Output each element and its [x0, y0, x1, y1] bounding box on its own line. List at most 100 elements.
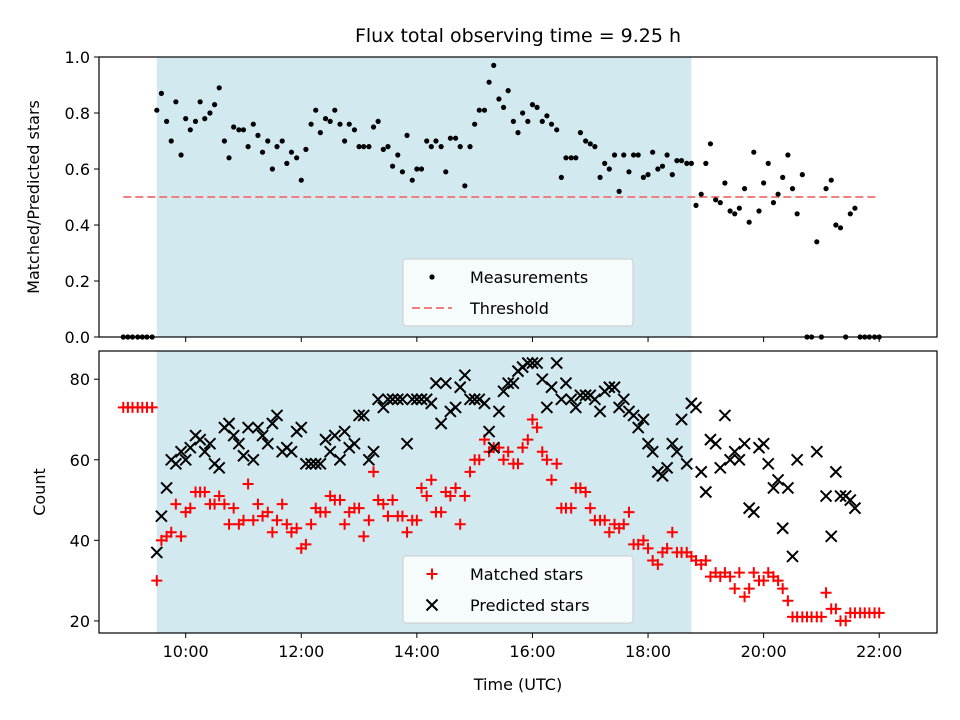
- matched-star-point: [213, 490, 225, 502]
- measurement-point: [510, 118, 516, 124]
- predicted-star-point: [728, 445, 741, 458]
- predicted-star-point: [694, 465, 708, 479]
- predicted-star-point: [323, 445, 337, 458]
- predicted-star-point: [781, 481, 795, 495]
- matched-star-point: [815, 611, 827, 623]
- top-panel: 0.0 0.2 0.4 0.6 0.8 1.0 Flux total observing …: [24, 25, 938, 347]
- measurement-point: [520, 110, 526, 116]
- measurement-point: [640, 174, 647, 180]
- matched-star-point: [175, 530, 187, 542]
- measurement-point: [202, 116, 208, 122]
- matched-star-point: [473, 454, 485, 466]
- predicted-star-point: [540, 401, 554, 414]
- predicted-star-point: [530, 356, 544, 370]
- y-tick-label: 60: [70, 451, 90, 470]
- top-title: Flux total observing time = 9.25 h: [355, 25, 681, 47]
- measurement-point: [645, 172, 651, 178]
- matched-star-point: [531, 422, 543, 434]
- legend-label: Matched stars: [470, 565, 583, 584]
- predicted-star-point: [670, 445, 684, 458]
- measurement-point: [717, 200, 723, 206]
- measurement-point: [255, 132, 261, 138]
- measurement-point: [231, 124, 237, 130]
- matched-star-point: [541, 454, 553, 466]
- matched-star-point: [661, 542, 673, 554]
- predicted-star-point: [155, 509, 168, 523]
- measurement-point: [313, 107, 319, 113]
- measurement-point: [443, 169, 449, 175]
- measurement-point: [327, 118, 333, 124]
- predicted-star-point: [656, 469, 669, 483]
- predicted-star-point: [776, 522, 789, 535]
- x-tick-label: 20:00: [741, 642, 787, 661]
- matched-star-point: [729, 583, 741, 595]
- matched-star-point: [522, 434, 534, 446]
- predicted-star-point: [675, 413, 688, 426]
- measurement-point: [342, 138, 348, 144]
- measurement-point: [814, 239, 820, 245]
- measurement-point: [337, 121, 343, 127]
- predicted-star-point: [425, 397, 438, 410]
- matched-star-point: [777, 583, 789, 595]
- predicted-star-point: [487, 441, 500, 454]
- measurement-point: [236, 127, 242, 133]
- predicted-star-point: [579, 389, 592, 402]
- predicted-star-point: [829, 465, 843, 479]
- measurement-point: [221, 138, 228, 144]
- predicted-star-point: [689, 401, 703, 414]
- measurement-point: [366, 144, 372, 150]
- predicted-star-point: [222, 417, 236, 430]
- measurement-point: [505, 88, 511, 94]
- matched-star-point: [271, 514, 283, 526]
- predicted-star-point: [406, 393, 419, 406]
- measurement-point: [664, 152, 670, 158]
- measurement-point: [211, 102, 218, 108]
- matched-star-point: [623, 506, 635, 518]
- matched-star-point: [603, 526, 615, 538]
- measurement-point: [265, 138, 271, 144]
- y-tick-label: 0.0: [65, 328, 90, 347]
- top-legend: Measurements Threshold: [402, 258, 634, 327]
- predicted-star-point: [328, 429, 342, 442]
- measurement-point: [317, 130, 323, 136]
- measurement-point: [789, 186, 796, 192]
- measurement-point: [356, 144, 362, 150]
- y-tick-label: 80: [70, 370, 90, 389]
- matched-star-point: [700, 554, 712, 566]
- measurement-point: [736, 205, 742, 211]
- predicted-star-point: [810, 445, 823, 458]
- matched-star-point: [743, 583, 755, 595]
- matched-star-point: [382, 510, 394, 522]
- matched-star-point: [493, 442, 505, 454]
- matched-star-point: [363, 514, 375, 526]
- predicted-star-point: [646, 445, 659, 458]
- measurement-point: [452, 135, 459, 141]
- measurement-point: [380, 146, 386, 152]
- measurement-point: [616, 188, 622, 194]
- matched-star-point: [377, 498, 389, 510]
- measurement-point: [486, 79, 492, 85]
- matched-star-point: [276, 498, 288, 510]
- predicted-star-point: [449, 401, 462, 414]
- predicted-star-point: [608, 381, 621, 394]
- matched-star-point: [666, 526, 678, 538]
- predicted-star-point: [348, 437, 361, 450]
- measurement-point: [775, 191, 781, 197]
- predicted-star-point: [559, 377, 573, 390]
- matched-star-point: [652, 559, 664, 571]
- predicted-star-point: [844, 493, 857, 507]
- measurement-point: [370, 124, 377, 130]
- predicted-star-point: [492, 405, 506, 418]
- measurement-point: [587, 141, 593, 147]
- predicted-star-point: [367, 445, 380, 458]
- measurement-point: [770, 200, 777, 206]
- matched-star-point: [546, 474, 558, 486]
- predicted-star-point: [386, 393, 399, 406]
- measurement-point: [173, 99, 179, 105]
- predicted-star-point: [247, 453, 260, 466]
- predicted-star-point: [574, 389, 587, 402]
- predicted-star-point: [174, 445, 188, 458]
- measurement-point: [713, 197, 719, 203]
- predicted-star-point: [660, 461, 674, 475]
- predicted-star-point: [718, 409, 732, 422]
